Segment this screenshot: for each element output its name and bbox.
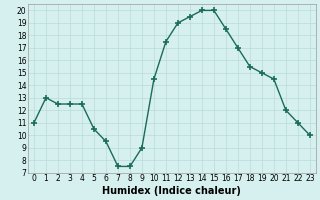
X-axis label: Humidex (Indice chaleur): Humidex (Indice chaleur)	[102, 186, 241, 196]
